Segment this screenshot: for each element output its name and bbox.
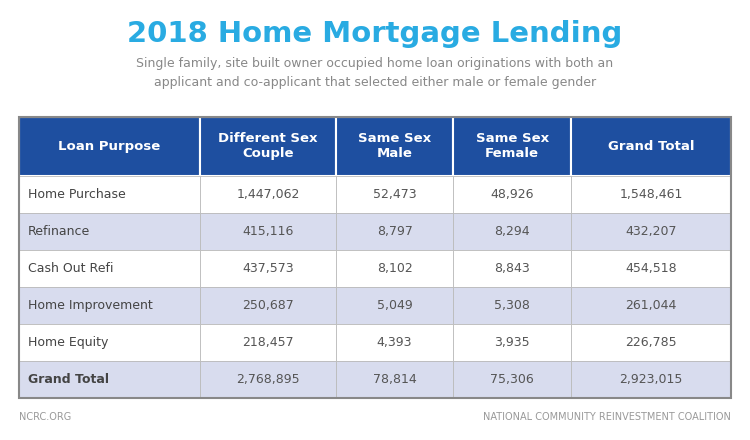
Text: 218,457: 218,457 <box>242 336 294 349</box>
Text: 8,797: 8,797 <box>376 225 412 238</box>
Bar <box>453 176 571 213</box>
Bar <box>19 361 200 398</box>
Text: Grand Total: Grand Total <box>608 140 694 153</box>
Bar <box>200 324 336 361</box>
Text: 2018 Home Mortgage Lending: 2018 Home Mortgage Lending <box>128 20 622 48</box>
Bar <box>336 176 453 213</box>
Bar <box>453 324 571 361</box>
Bar <box>19 250 200 287</box>
Bar <box>336 250 453 287</box>
Bar <box>200 176 336 213</box>
Bar <box>453 213 571 250</box>
Text: Home Equity: Home Equity <box>28 336 108 349</box>
Bar <box>19 176 200 213</box>
Bar <box>336 361 453 398</box>
Text: 454,518: 454,518 <box>626 262 677 275</box>
Text: 437,573: 437,573 <box>242 262 294 275</box>
Bar <box>19 213 200 250</box>
Text: 2,768,895: 2,768,895 <box>236 373 300 386</box>
Text: Grand Total: Grand Total <box>28 373 109 386</box>
Text: 8,843: 8,843 <box>494 262 530 275</box>
Text: Refinance: Refinance <box>28 225 90 238</box>
Text: Home Purchase: Home Purchase <box>28 188 125 201</box>
Bar <box>453 287 571 324</box>
Text: Loan Purpose: Loan Purpose <box>58 140 160 153</box>
Bar <box>571 287 731 324</box>
Bar <box>453 361 571 398</box>
Bar <box>19 324 200 361</box>
Bar <box>571 324 731 361</box>
Bar <box>336 324 453 361</box>
Text: Different Sex
Couple: Different Sex Couple <box>218 132 318 160</box>
Text: 1,548,461: 1,548,461 <box>620 188 682 201</box>
Text: 52,473: 52,473 <box>373 188 416 201</box>
Text: 5,308: 5,308 <box>494 299 530 312</box>
Bar <box>336 117 453 176</box>
Text: Cash Out Refi: Cash Out Refi <box>28 262 113 275</box>
Bar <box>571 117 731 176</box>
Text: 432,207: 432,207 <box>626 225 676 238</box>
Text: 4,393: 4,393 <box>376 336 412 349</box>
Bar <box>200 117 336 176</box>
Text: 226,785: 226,785 <box>626 336 677 349</box>
Text: 250,687: 250,687 <box>242 299 294 312</box>
Text: 78,814: 78,814 <box>373 373 416 386</box>
Text: Single family, site built owner occupied home loan originations with both an
app: Single family, site built owner occupied… <box>136 57 614 89</box>
Text: 75,306: 75,306 <box>490 373 534 386</box>
Text: NATIONAL COMMUNITY REINVESTMENT COALITION: NATIONAL COMMUNITY REINVESTMENT COALITIO… <box>483 412 731 422</box>
Text: Home Improvement: Home Improvement <box>28 299 152 312</box>
Text: 48,926: 48,926 <box>490 188 534 201</box>
Bar <box>571 250 731 287</box>
Bar <box>19 117 200 176</box>
Text: 8,294: 8,294 <box>494 225 530 238</box>
Text: 3,935: 3,935 <box>494 336 530 349</box>
Bar <box>571 213 731 250</box>
Bar <box>336 287 453 324</box>
Text: Same Sex
Female: Same Sex Female <box>476 132 549 160</box>
Bar <box>200 250 336 287</box>
Text: 415,116: 415,116 <box>242 225 294 238</box>
Bar <box>453 117 571 176</box>
Text: Same Sex
Male: Same Sex Male <box>358 132 431 160</box>
Text: NCRC.ORG: NCRC.ORG <box>19 412 71 422</box>
Text: 8,102: 8,102 <box>376 262 412 275</box>
Text: 1,447,062: 1,447,062 <box>236 188 300 201</box>
Bar <box>571 361 731 398</box>
Bar <box>571 176 731 213</box>
Bar <box>200 287 336 324</box>
Text: 2,923,015: 2,923,015 <box>620 373 682 386</box>
Bar <box>453 250 571 287</box>
Text: 261,044: 261,044 <box>626 299 676 312</box>
Bar <box>200 213 336 250</box>
Bar <box>19 287 200 324</box>
Text: 5,049: 5,049 <box>376 299 412 312</box>
Bar <box>200 361 336 398</box>
Bar <box>336 213 453 250</box>
Bar <box>19 117 731 398</box>
